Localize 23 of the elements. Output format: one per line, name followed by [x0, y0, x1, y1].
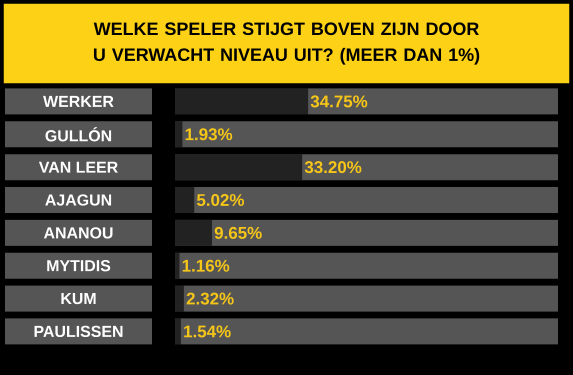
data-label: 34.75% [310, 95, 368, 108]
chart-title: WELKE SPELER STIJGT BOVEN ZIJN DOOR U VERWACHT NIVEAU UIT? (MEER DAN 1%) [94, 22, 480, 65]
data-label: 33.20% [304, 161, 362, 174]
y-tick-label: ANANOU [44, 227, 112, 239]
bar [175, 318, 181, 344]
y-tick-label: MYTIDIS [47, 260, 110, 272]
bar [175, 252, 180, 279]
y-tick-label: PAULISSEN [34, 326, 122, 338]
y-tick-label: VAN LEER [38, 162, 118, 173]
y-tick-label: AJAGUN [45, 194, 112, 206]
y-tick-label: KUM [61, 293, 96, 304]
data-label: 1.54% [184, 326, 231, 338]
bar [175, 121, 182, 148]
bar [175, 187, 194, 214]
data-label: 1.93% [186, 128, 232, 140]
y-tick-label: GULLÓN [46, 127, 112, 142]
data-label: 1.16% [182, 260, 230, 272]
bar [175, 220, 212, 246]
y-tick-label: WERKER [43, 96, 114, 107]
bar [175, 286, 184, 312]
data-label: 2.32% [186, 292, 234, 305]
data-label: 9.65% [214, 226, 262, 239]
data-label: 5.02% [196, 194, 244, 206]
